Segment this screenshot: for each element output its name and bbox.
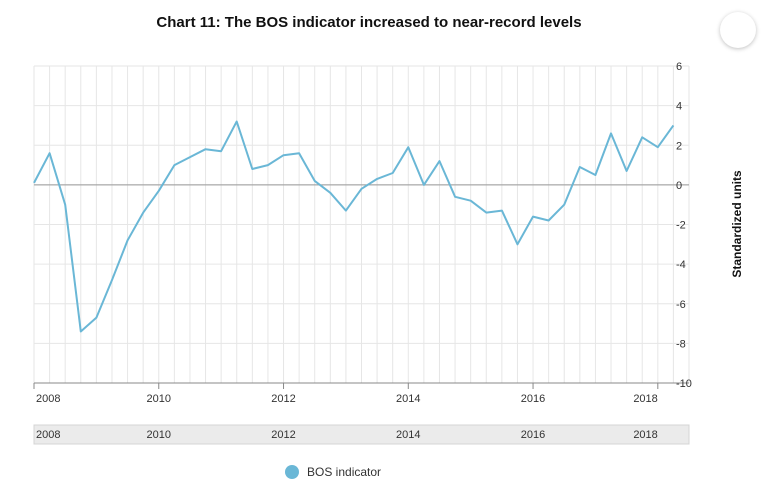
chart-menu-button[interactable] [720, 12, 756, 48]
x-tick-label: 2008 [36, 393, 60, 405]
navigator-tick-label: 2008 [36, 429, 60, 441]
x-tick-label: 2010 [147, 393, 171, 405]
navigator-tick-label: 2012 [271, 429, 295, 441]
x-tick-label: 2016 [521, 393, 545, 405]
x-tick-label: 2014 [396, 393, 420, 405]
legend-label: BOS indicator [307, 465, 382, 479]
navigator-tick-label: 2016 [521, 429, 545, 441]
y-tick-label: -8 [676, 338, 686, 350]
y-tick-label: -2 [676, 220, 686, 232]
y-tick-label: -6 [676, 299, 686, 311]
series-line-bos-indicator[interactable] [33, 120, 675, 333]
y-tick-label: 2 [676, 140, 682, 152]
navigator-tick-label: 2014 [396, 429, 420, 441]
y-tick-label: -4 [676, 259, 686, 271]
legend-marker [285, 465, 299, 479]
navigator-track[interactable] [33, 424, 690, 445]
y-tick-label: 4 [676, 101, 682, 113]
y-tick-label: 0 [676, 180, 682, 192]
chart-title: Chart 11: The BOS indicator increased to… [156, 14, 582, 31]
y-tick-label: 6 [676, 61, 682, 73]
legend-item-bos-indicator[interactable]: BOS indicator [285, 465, 381, 479]
y-axis-label: Standardized units [730, 170, 744, 278]
navigator-tick-label: 2018 [633, 429, 657, 441]
range-navigator[interactable]: 2008 2010 2012 2014 2016 2018 [33, 424, 690, 445]
x-axis-ticks: 2008 2010 2012 2014 2016 2018 [33, 383, 659, 405]
navigator-tick-label: 2010 [147, 429, 171, 441]
y-axis-ticks: 6 4 2 0 -2 -4 -6 -8 -10 [676, 61, 692, 390]
x-tick-label: 2012 [271, 393, 295, 405]
y-tick-label: -10 [676, 378, 692, 390]
navigator-ticks: 2008 2010 2012 2014 2016 2018 [36, 429, 658, 441]
x-tick-label: 2018 [633, 393, 657, 405]
